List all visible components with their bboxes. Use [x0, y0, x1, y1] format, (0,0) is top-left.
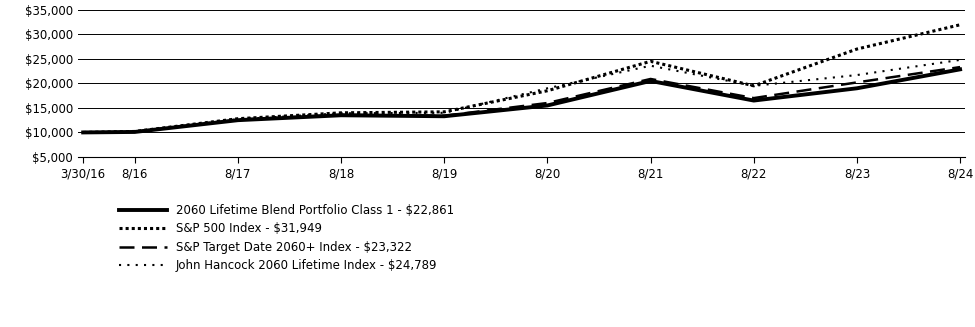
S&P Target Date 2060+ Index - $23,322 [644, 77, 656, 81]
John Hancock 2060 Lifetime Index - $24,789 [129, 130, 140, 134]
2060 Lifetime Blend Portfolio Class 1 - $22,861 [335, 113, 347, 117]
John Hancock 2060 Lifetime Index - $24,789 [439, 111, 450, 115]
John Hancock 2060 Lifetime Index - $24,789 [955, 58, 966, 62]
Line: S&P 500 Index - $31,949: S&P 500 Index - $31,949 [83, 25, 960, 132]
S&P 500 Index - $31,949 [748, 84, 760, 88]
2060 Lifetime Blend Portfolio Class 1 - $22,861 [748, 99, 760, 103]
2060 Lifetime Blend Portfolio Class 1 - $22,861 [644, 79, 656, 83]
John Hancock 2060 Lifetime Index - $24,789 [335, 111, 347, 115]
S&P 500 Index - $31,949 [129, 129, 140, 133]
S&P Target Date 2060+ Index - $23,322 [955, 65, 966, 69]
John Hancock 2060 Lifetime Index - $24,789 [851, 73, 863, 77]
S&P Target Date 2060+ Index - $23,322 [748, 96, 760, 100]
S&P Target Date 2060+ Index - $23,322 [851, 80, 863, 84]
Line: John Hancock 2060 Lifetime Index - $24,789: John Hancock 2060 Lifetime Index - $24,7… [83, 60, 960, 132]
S&P Target Date 2060+ Index - $23,322 [335, 113, 347, 117]
John Hancock 2060 Lifetime Index - $24,789 [748, 84, 760, 88]
S&P 500 Index - $31,949 [955, 23, 966, 27]
John Hancock 2060 Lifetime Index - $24,789 [541, 86, 553, 90]
Line: 2060 Lifetime Blend Portfolio Class 1 - $22,861: 2060 Lifetime Blend Portfolio Class 1 - … [83, 69, 960, 132]
2060 Lifetime Blend Portfolio Class 1 - $22,861 [232, 118, 244, 122]
2060 Lifetime Blend Portfolio Class 1 - $22,861 [129, 130, 140, 134]
S&P Target Date 2060+ Index - $23,322 [77, 130, 89, 134]
S&P Target Date 2060+ Index - $23,322 [232, 118, 244, 122]
2060 Lifetime Blend Portfolio Class 1 - $22,861 [955, 67, 966, 71]
John Hancock 2060 Lifetime Index - $24,789 [232, 117, 244, 121]
2060 Lifetime Blend Portfolio Class 1 - $22,861 [541, 103, 553, 107]
S&P 500 Index - $31,949 [77, 130, 89, 134]
S&P Target Date 2060+ Index - $23,322 [129, 130, 140, 134]
S&P 500 Index - $31,949 [439, 110, 450, 114]
S&P 500 Index - $31,949 [851, 47, 863, 51]
S&P Target Date 2060+ Index - $23,322 [541, 101, 553, 105]
S&P 500 Index - $31,949 [335, 111, 347, 115]
S&P Target Date 2060+ Index - $23,322 [439, 114, 450, 118]
2060 Lifetime Blend Portfolio Class 1 - $22,861 [439, 114, 450, 118]
S&P 500 Index - $31,949 [232, 117, 244, 121]
John Hancock 2060 Lifetime Index - $24,789 [77, 130, 89, 134]
John Hancock 2060 Lifetime Index - $24,789 [644, 64, 656, 68]
S&P 500 Index - $31,949 [644, 60, 656, 63]
S&P 500 Index - $31,949 [541, 89, 553, 93]
2060 Lifetime Blend Portfolio Class 1 - $22,861 [851, 86, 863, 90]
2060 Lifetime Blend Portfolio Class 1 - $22,861 [77, 130, 89, 134]
Line: S&P Target Date 2060+ Index - $23,322: S&P Target Date 2060+ Index - $23,322 [83, 67, 960, 132]
Legend: 2060 Lifetime Blend Portfolio Class 1 - $22,861, S&P 500 Index - $31,949, S&P Ta: 2060 Lifetime Blend Portfolio Class 1 - … [119, 204, 454, 272]
